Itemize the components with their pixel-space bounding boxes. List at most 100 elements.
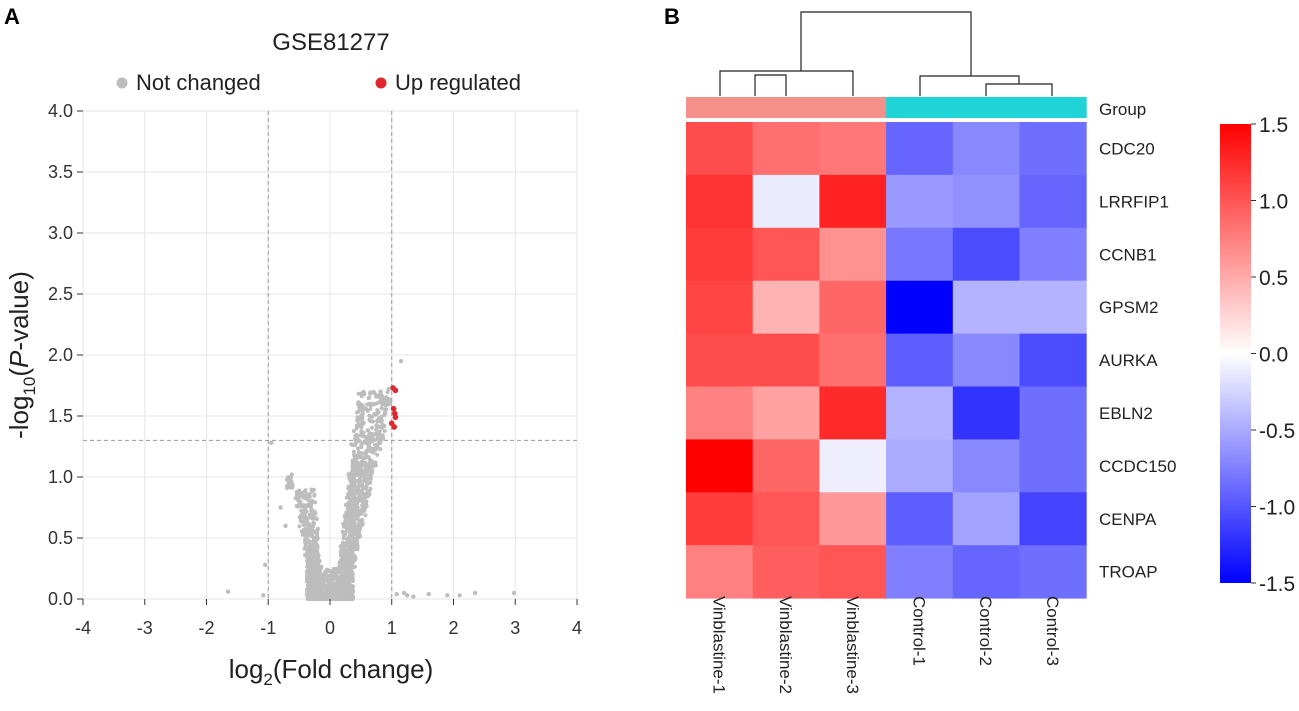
point-not-changed — [350, 503, 355, 508]
point-not-changed — [350, 579, 355, 583]
point-not-changed — [305, 569, 310, 574]
point-not-changed — [368, 390, 373, 395]
point-not-changed — [334, 589, 339, 593]
point-not-changed — [306, 556, 311, 561]
point-not-changed — [354, 515, 359, 520]
point-not-changed — [316, 571, 321, 576]
dendrogram-control-clade — [919, 75, 1020, 96]
heatmap-cell — [952, 227, 1020, 282]
point-not-changed — [297, 515, 302, 520]
heatmap-cell — [886, 280, 954, 335]
x-label-base: log — [229, 654, 264, 684]
point-not-changed — [363, 452, 368, 457]
point-not-changed — [355, 473, 360, 477]
point-not-changed — [334, 592, 339, 597]
point-not-changed — [350, 584, 354, 589]
heatmap-column-label: Control-3 — [1043, 596, 1062, 666]
point-not-changed — [347, 575, 352, 579]
heatmap-row-label: CDC20 — [1099, 139, 1155, 158]
point-not-changed — [306, 527, 310, 532]
point-not-changed — [315, 536, 320, 541]
heatmap-cell — [819, 386, 887, 440]
point-not-changed — [361, 499, 366, 504]
point-not-changed — [370, 460, 375, 465]
heatmap-cell — [752, 280, 820, 335]
y-tick-label: 0.0 — [48, 589, 73, 609]
colorbar-tick-label: 0.0 — [1259, 344, 1288, 367]
point-not-changed — [382, 411, 387, 415]
point-not-changed — [348, 529, 353, 534]
point-not-changed — [350, 576, 355, 580]
heatmap-row-label: GPSM2 — [1099, 298, 1159, 317]
x-tick-label: -4 — [75, 618, 91, 638]
point-not-changed — [315, 554, 320, 559]
point-not-changed — [339, 553, 344, 558]
point-up-regulated — [391, 424, 398, 430]
point-not-changed — [305, 572, 310, 577]
heatmap-cell — [886, 174, 954, 229]
x-label-rest: (Fold change) — [273, 654, 433, 684]
y-tick-label: 2.0 — [48, 345, 73, 365]
heatmap-column-label: Vinblastine-2 — [776, 596, 795, 694]
heatmap-cell — [952, 174, 1020, 229]
point-not-changed — [357, 404, 362, 409]
heatmap-cell — [886, 122, 954, 176]
heatmap-column-label: Control-1 — [910, 596, 929, 666]
x-tick-label: 3 — [510, 618, 520, 638]
point-not-changed — [303, 515, 308, 520]
volcano-plot: -4 -3 -2 -1 0 1 2 3 4 0.0 0.5 1.0 1.5 2.0 2.5 3.0 3.5 4.… — [48, 101, 582, 638]
legend-marker-not-changed — [116, 77, 128, 89]
dendrogram-root — [800, 11, 972, 76]
point-not-changed — [426, 591, 431, 597]
heatmap-cell — [686, 333, 754, 387]
point-not-changed — [331, 571, 336, 576]
point-not-changed — [336, 597, 341, 601]
point-not-changed — [313, 500, 318, 505]
group-bar-cell — [819, 97, 887, 118]
point-not-changed — [359, 421, 364, 426]
point-not-changed — [298, 499, 303, 504]
point-not-changed — [457, 593, 462, 598]
point-not-changed — [286, 476, 291, 481]
point-not-changed — [401, 590, 407, 596]
point-not-changed — [321, 580, 326, 585]
point-not-changed — [308, 504, 313, 509]
point-not-changed — [373, 437, 377, 442]
point-not-changed — [382, 428, 387, 433]
x-tick-label: -1 — [260, 618, 276, 638]
heatmap-column-label: Control-2 — [976, 596, 995, 666]
point-not-changed — [357, 535, 361, 539]
point-not-changed — [346, 567, 351, 571]
point-not-changed — [309, 528, 314, 533]
dendrogram-vinblastine-pair — [754, 74, 787, 96]
point-not-changed — [300, 510, 305, 514]
point-not-changed — [312, 545, 317, 550]
point-not-changed — [362, 479, 367, 484]
point-not-changed — [375, 401, 380, 406]
point-not-changed — [356, 417, 361, 422]
point-not-changed — [285, 486, 289, 490]
point-not-changed — [362, 473, 367, 478]
point-not-changed — [346, 509, 351, 514]
point-not-changed — [351, 517, 356, 522]
panel-b-label: B — [664, 4, 680, 29]
point-not-changed — [305, 504, 310, 509]
point-not-changed — [361, 456, 366, 461]
point-not-changed — [375, 418, 380, 423]
point-not-changed — [329, 586, 333, 591]
heatmap-cell — [952, 122, 1020, 176]
point-not-changed — [337, 593, 342, 598]
point-not-changed — [348, 597, 353, 601]
heatmap-cell — [952, 386, 1020, 440]
point-not-changed — [379, 397, 384, 402]
point-not-changed — [345, 536, 350, 541]
point-not-changed — [306, 593, 311, 598]
point-not-changed — [305, 561, 310, 566]
x-tick-label: 0 — [325, 618, 335, 638]
point-not-changed — [308, 574, 313, 578]
point-not-changed — [261, 593, 266, 598]
y-tick-label: 1.0 — [48, 467, 73, 487]
point-not-changed — [379, 401, 384, 405]
point-not-changed — [356, 468, 361, 473]
heatmap-cell — [952, 545, 1020, 599]
